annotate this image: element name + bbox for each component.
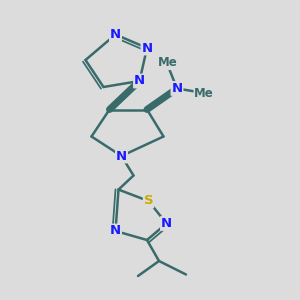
Text: N: N — [161, 217, 172, 230]
Text: Me: Me — [194, 86, 214, 100]
Text: N: N — [110, 28, 121, 41]
Text: N: N — [171, 82, 183, 95]
Text: N: N — [116, 149, 127, 163]
Text: S: S — [144, 194, 153, 208]
Text: Me: Me — [158, 56, 178, 70]
Text: N: N — [134, 74, 145, 88]
Text: N: N — [141, 41, 153, 55]
Text: N: N — [110, 224, 121, 238]
